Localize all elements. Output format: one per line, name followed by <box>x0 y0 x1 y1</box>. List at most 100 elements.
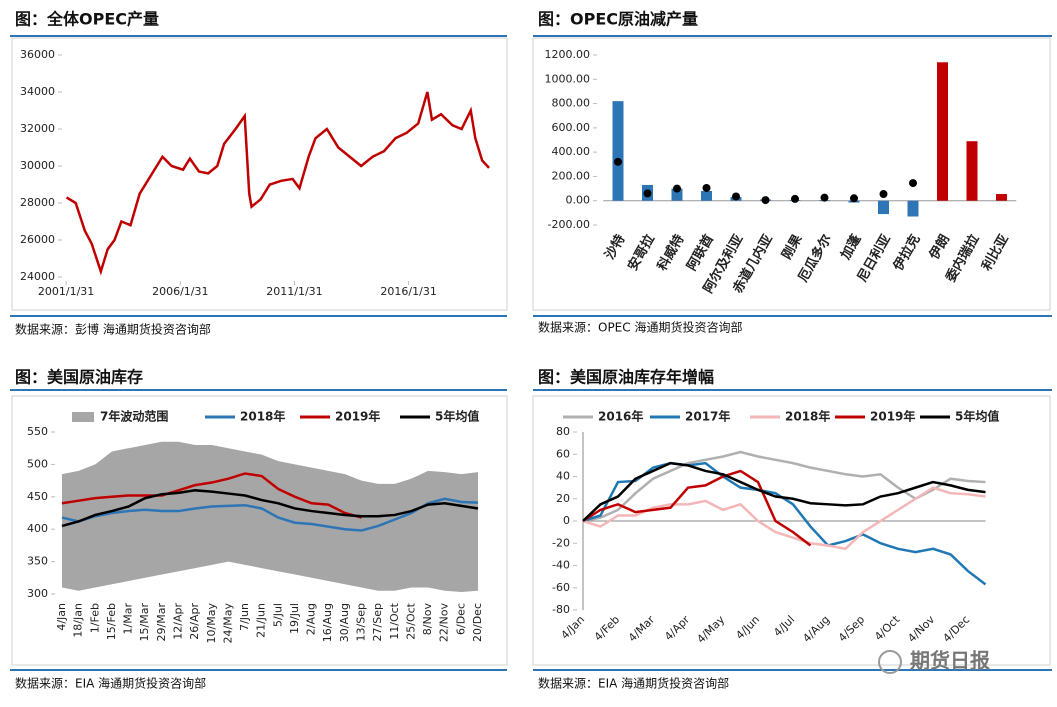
x-tick-label: 25/Oct <box>404 602 417 639</box>
x-tick-label: 11/Oct <box>388 602 401 639</box>
y-tick-label: 1000.00 <box>545 72 591 85</box>
y-tick-label: 28000 <box>20 196 55 209</box>
x-tick-label: 7/Jun <box>238 603 251 631</box>
series-line <box>582 461 986 522</box>
y-tick-label: 800.00 <box>552 97 591 110</box>
x-tick-label: 4/Oct <box>872 613 903 644</box>
dot <box>820 193 829 202</box>
dot <box>614 157 622 166</box>
chart-title: 图：美国原油库存年增幅 <box>538 368 714 387</box>
y-tick-label: 0 <box>563 514 570 527</box>
y-tick-label: 500 <box>27 457 48 470</box>
y-tick-label: 400 <box>27 522 48 535</box>
x-tick-label: 4/Feb <box>592 613 623 644</box>
x-tick-label: 15/Mar <box>138 603 151 642</box>
x-tick-label: 科威特 <box>654 232 687 274</box>
watermark: 期货日报 <box>910 649 990 673</box>
chart-title: 图：全体OPEC产量 <box>15 10 159 29</box>
x-tick-label: 19/Jul <box>288 603 301 634</box>
y-tick-label: 20 <box>556 492 570 505</box>
chart-frame <box>532 395 1051 666</box>
y-tick-label: 40 <box>556 470 570 483</box>
x-tick-label: 4/Mar <box>626 613 658 645</box>
x-tick-label: 29/Mar <box>155 603 168 642</box>
series-line <box>582 486 986 551</box>
x-tick-label: 4/Jan <box>558 613 587 642</box>
source-note: 数据来源：彭博 海通期货投资咨询部 <box>15 322 211 337</box>
y-tick-label: -40 <box>552 559 570 572</box>
x-tick-label: 4/Sep <box>836 613 867 644</box>
series-line <box>61 472 362 519</box>
x-tick-label: 5/Jul <box>271 603 284 627</box>
x-tick-label: 伊朗 <box>926 232 953 263</box>
dot <box>732 192 740 201</box>
legend-label: 2017年 <box>685 409 730 424</box>
x-tick-label: 21/Jun <box>255 603 268 638</box>
y-tick-label: 0.00 <box>566 194 591 207</box>
x-tick-label: 沙特 <box>602 232 629 263</box>
series-line <box>61 489 479 528</box>
x-tick-label: 刚果 <box>779 232 805 262</box>
dot <box>702 183 711 192</box>
chart-frame <box>11 37 508 311</box>
bar <box>878 200 889 215</box>
range-area <box>62 441 478 593</box>
source-note: 数据来源：OPEC 海通期货投资咨询部 <box>538 320 742 335</box>
x-tick-label: 1/Feb <box>88 603 101 633</box>
dot <box>909 179 917 188</box>
dot <box>673 184 681 193</box>
x-tick-label: 6/Dec <box>454 603 467 635</box>
x-tick-label: 16/Aug <box>321 603 334 642</box>
y-tick-label: -20 <box>552 536 570 549</box>
y-tick-label: 200.00 <box>552 169 591 182</box>
x-tick-label: 4/Nov <box>905 613 937 645</box>
y-tick-label: 26000 <box>20 233 55 246</box>
chart-frame <box>532 37 1051 311</box>
dot <box>791 194 799 203</box>
bar <box>701 191 712 201</box>
x-tick-label: 15/Feb <box>105 603 118 640</box>
x-tick-label: 2011/1/31 <box>266 285 322 298</box>
y-tick-label: 550 <box>27 425 48 438</box>
dot <box>761 196 770 205</box>
y-tick-label: 350 <box>27 555 48 568</box>
x-tick-label: 2/Aug <box>305 603 318 635</box>
y-tick-label: -200.00 <box>548 218 590 231</box>
x-tick-label: 13/Sep <box>355 603 368 641</box>
x-tick-label: 4/Jun <box>733 613 762 642</box>
x-tick-label: 伊拉克 <box>890 232 924 275</box>
legend-label: 2018年 <box>785 409 830 424</box>
x-tick-label: 26/Apr <box>188 603 201 640</box>
source-note: 数据来源：EIA 海通期货投资咨询部 <box>538 676 729 691</box>
legend-swatch <box>72 412 94 422</box>
x-tick-label: 安哥拉 <box>625 232 658 274</box>
legend-label: 2019年 <box>870 409 915 424</box>
x-tick-label: 8/Nov <box>421 603 434 636</box>
bar <box>937 62 948 201</box>
legend-label: 2016年 <box>598 409 643 424</box>
x-tick-label: 4/Jan <box>55 603 68 631</box>
bar <box>996 194 1007 201</box>
y-tick-label: 1200.00 <box>545 48 591 61</box>
y-tick-label: 24000 <box>20 270 55 283</box>
x-tick-label: 1/Mar <box>122 603 135 635</box>
legend-label: 5年均值 <box>955 409 999 424</box>
x-tick-label: 阿联酋 <box>684 232 717 274</box>
x-tick-label: 4/Aug <box>800 613 832 645</box>
legend-label: 7年波动范围 <box>100 409 168 424</box>
series-line <box>582 461 987 586</box>
watermark-icon <box>878 650 902 674</box>
bar <box>966 141 978 201</box>
x-tick-label: 30/Aug <box>338 603 351 642</box>
y-tick-label: 34000 <box>20 85 55 98</box>
y-tick-label: 36000 <box>20 48 55 61</box>
x-tick-label: 24/May <box>221 603 234 644</box>
chart-title: 图：美国原油库存 <box>15 368 143 387</box>
source-note: 数据来源：EIA 海通期货投资咨询部 <box>15 676 206 691</box>
y-tick-label: 30000 <box>20 159 55 172</box>
series-line <box>61 497 479 532</box>
chart-frame <box>11 395 508 666</box>
x-tick-label: 加蓬 <box>837 231 865 263</box>
bar <box>612 101 624 201</box>
